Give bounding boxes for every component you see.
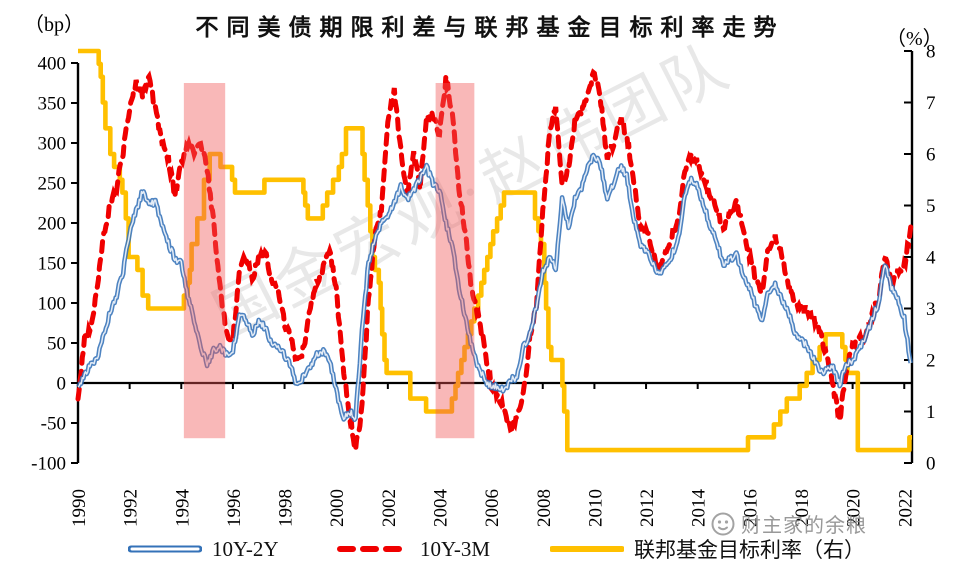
svg-text:8: 8 (926, 42, 936, 63)
svg-text:2012: 2012 (637, 489, 658, 527)
svg-text:1992: 1992 (121, 489, 142, 527)
highlight-band (183, 83, 226, 439)
series-10y3m (75, 68, 914, 452)
svg-text:4: 4 (926, 248, 936, 269)
svg-text:100: 100 (38, 294, 67, 315)
svg-text:-100: -100 (31, 454, 66, 475)
svg-text:2: 2 (926, 351, 936, 372)
svg-text:2008: 2008 (534, 489, 555, 527)
legend-item-ffr: 联邦基金目标利率（右） (550, 534, 865, 564)
smiley-icon (711, 512, 735, 535)
right-axis: 8 7 6 5 4 3 2 1 0 (904, 42, 936, 475)
left-axis-unit: （bp） (24, 14, 84, 36)
svg-text:50: 50 (47, 334, 66, 355)
svg-text:1990: 1990 (69, 489, 90, 527)
svg-text:1998: 1998 (276, 489, 297, 527)
legend-label-10y2y: 10Y-2Y (212, 536, 279, 561)
legend: 10Y-2Y 10Y-3M 联邦基金目标利率（右） (0, 534, 960, 568)
svg-text:6: 6 (926, 145, 936, 166)
zero-axis: 1990 1992 1994 1996 1998 2000 2002 2004 2006 2008… (69, 381, 916, 528)
svg-text:400: 400 (38, 54, 67, 75)
svg-text:0: 0 (926, 454, 936, 475)
legend-swatch-ffr-line (550, 546, 624, 552)
svg-text:2002: 2002 (379, 489, 400, 527)
legend-swatch-10y2y-line (128, 545, 202, 553)
svg-text:300: 300 (38, 134, 67, 155)
chart-title: 不同美债期限利差与联邦基金目标利率走势 (195, 15, 785, 40)
legend-label-ffr: 联邦基金目标利率（右） (634, 538, 865, 562)
left-axis: 400 350 300 250 200 150 100 50 0 -50 -100 (31, 54, 80, 475)
right-axis-unit: （%） (886, 28, 943, 50)
svg-text:250: 250 (38, 174, 67, 195)
series-10y2y (76, 152, 913, 423)
svg-text:1996: 1996 (224, 489, 245, 527)
svg-text:2000: 2000 (327, 489, 348, 527)
svg-text:1994: 1994 (172, 489, 193, 528)
svg-text:1: 1 (926, 402, 936, 423)
corner-watermark-text: 财主家的余粮 (741, 515, 867, 537)
svg-text:-50: -50 (41, 414, 66, 435)
legend-label-10y3m: 10Y-3M (420, 536, 491, 561)
svg-text:3: 3 (926, 299, 936, 320)
svg-text:2020: 2020 (844, 489, 865, 527)
svg-text:5: 5 (926, 196, 936, 217)
legend-swatch-10y3m-dashes (337, 546, 409, 552)
svg-text:0: 0 (57, 374, 67, 395)
svg-text:2016: 2016 (740, 489, 761, 527)
corner-watermark: 财主家的余粮 (710, 509, 867, 538)
legend-item-10y3m: 10Y-3M (336, 534, 490, 564)
svg-text:2006: 2006 (482, 489, 503, 527)
svg-text:2022: 2022 (895, 489, 916, 527)
legend-item-10y2y: 10Y-2Y (128, 534, 279, 564)
highlight-bands (183, 83, 475, 439)
highlight-band (435, 83, 475, 439)
svg-text:2018: 2018 (792, 489, 813, 527)
svg-text:2004: 2004 (430, 489, 451, 528)
svg-text:200: 200 (38, 214, 67, 235)
svg-text:350: 350 (38, 94, 67, 115)
svg-text:7: 7 (926, 93, 936, 114)
svg-text:150: 150 (38, 254, 67, 275)
svg-text:2014: 2014 (689, 489, 710, 528)
svg-text:2010: 2010 (585, 489, 606, 527)
